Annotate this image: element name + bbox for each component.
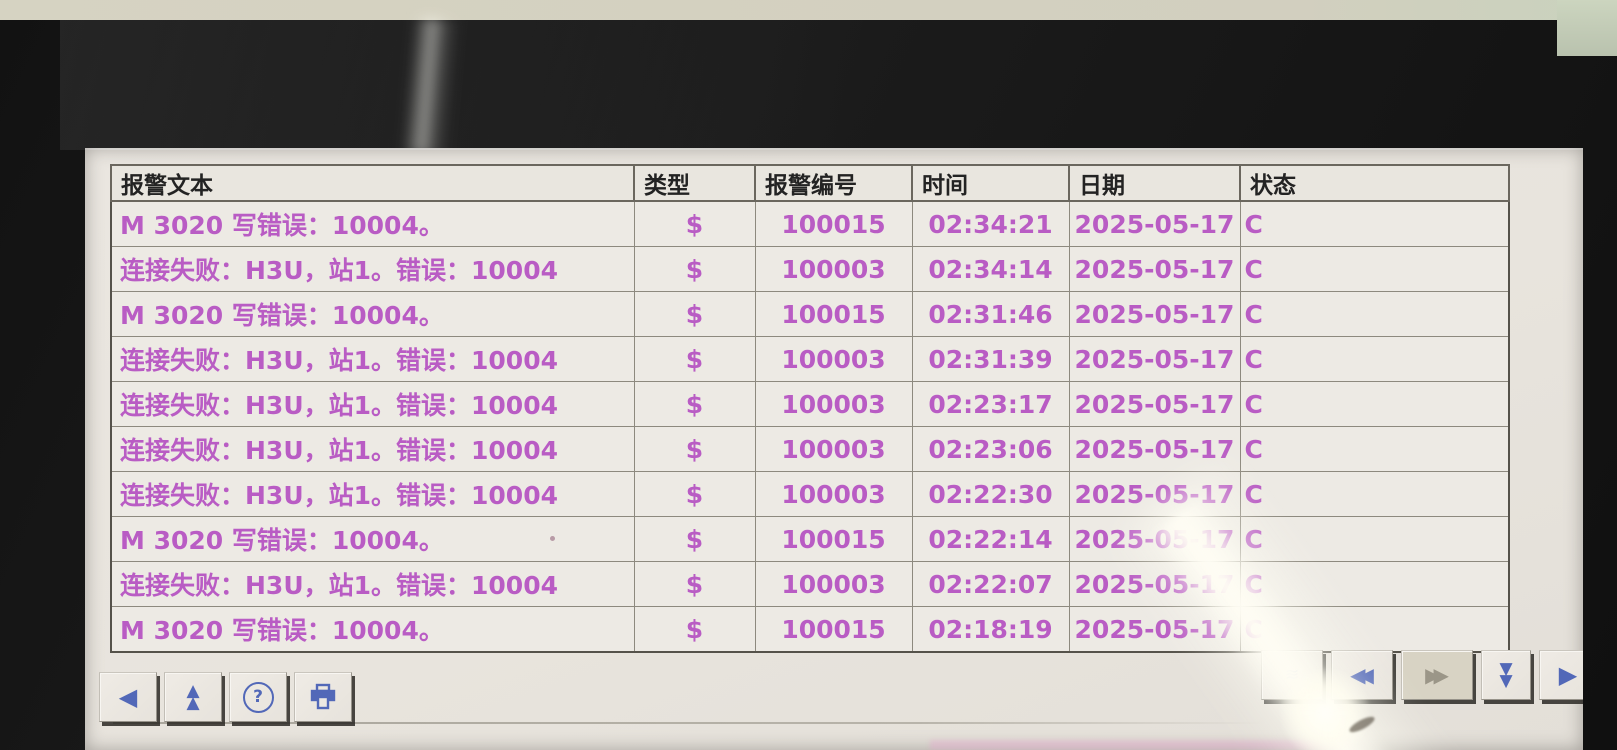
cell-status: C (1239, 471, 1510, 517)
print-button[interactable] (294, 672, 352, 722)
cell-date: 2025-05-17 (1068, 291, 1241, 337)
cell-code: 100003 (754, 246, 913, 292)
cell-time: 02:31:46 (911, 291, 1070, 337)
alarm-row-1[interactable]: M 3020 写错误：10004。 $100015 02:34:21 2025-05-… (110, 200, 1510, 247)
cell-time: 02:22:07 (911, 561, 1070, 607)
cell-code: 100003 (754, 381, 913, 427)
cell-text: M 3020 写错误：10004。 (110, 200, 635, 247)
cell-status: C (1239, 381, 1510, 427)
column-header-status: 状态 (1239, 164, 1510, 202)
cell-time: 02:31:39 (911, 336, 1070, 382)
lens-flare-blob (1280, 668, 1370, 750)
cell-time: 02:23:06 (911, 426, 1070, 472)
cell-type: $ (633, 471, 756, 517)
cell-status: C (1239, 246, 1510, 292)
cell-text: 连接失败：H3U，站1。错误：10004 (110, 471, 635, 517)
cell-type: $ (633, 606, 756, 653)
cell-time: 02:22:30 (911, 471, 1070, 517)
photo-background-strip (0, 0, 1617, 20)
cell-type: $ (633, 516, 756, 562)
alarm-history-table: 报警文本 类型 报警编号 时间 日期 状态 M 3020 写错误：10004。 $10001… (110, 164, 1510, 653)
cell-date: 2025-05-17 (1068, 426, 1241, 472)
cell-text: 连接失败：H3U，站1。错误：10004 (110, 426, 635, 472)
cell-status: C (1239, 426, 1510, 472)
page-next-button[interactable]: ▶▶ (1401, 650, 1473, 700)
cell-code: 100003 (754, 561, 913, 607)
cell-code: 100015 (754, 606, 913, 653)
cell-date: 2025-05-17 (1068, 246, 1241, 292)
cell-time: 02:23:17 (911, 381, 1070, 427)
alarm-row-7[interactable]: 连接失败：H3U，站1。错误：10004 $100003 02:22:30 2025-… (110, 471, 1510, 517)
bezel-reflection (60, 20, 1510, 150)
cell-text: 连接失败：H3U，站1。错误：10004 (110, 561, 635, 607)
double-right-arrow-icon: ▶▶ (1425, 663, 1449, 687)
alarm-row-4[interactable]: 连接失败：H3U，站1。错误：10004 $100003 02:31:39 2025-… (110, 336, 1510, 382)
column-header-text: 报警文本 (110, 164, 635, 202)
cell-type: $ (633, 426, 756, 472)
cell-code: 100015 (754, 516, 913, 562)
double-down-arrow-icon: ▼ ▼ (1499, 659, 1513, 691)
toolbar-left: ◀ ▲ ▲ ? (99, 672, 352, 722)
cell-type: $ (633, 561, 756, 607)
cell-type: $ (633, 381, 756, 427)
alarm-table-header: 报警文本 类型 报警编号 时间 日期 状态 (110, 164, 1510, 202)
cell-code: 100003 (754, 426, 913, 472)
toolbar-divider (113, 722, 1263, 724)
cell-text: 连接失败：H3U，站1。错误：10004 (110, 336, 635, 382)
cell-status: C (1239, 336, 1510, 382)
printer-icon (310, 683, 336, 710)
cell-time: 02:34:14 (911, 246, 1070, 292)
cell-type: $ (633, 291, 756, 337)
photo-speck (550, 536, 555, 541)
alarm-row-10[interactable]: M 3020 写错误：10004。 $100015 02:18:19 2025-05-… (110, 606, 1510, 653)
cell-type: $ (633, 200, 756, 247)
cell-text: M 3020 写错误：10004。 (110, 291, 635, 337)
cell-code: 100015 (754, 200, 913, 247)
cell-status: C (1239, 200, 1510, 247)
cell-status: C (1239, 291, 1510, 337)
header-row: 报警文本 类型 报警编号 时间 日期 状态 (110, 164, 1510, 202)
back-arrow-icon: ◀ (118, 683, 138, 711)
cell-code: 100003 (754, 336, 913, 382)
alarm-table-body: M 3020 写错误：10004。 $100015 02:34:21 2025-05-… (110, 200, 1510, 653)
double-up-arrow-icon: ▲ ▲ (186, 681, 200, 713)
cell-code: 100003 (754, 471, 913, 517)
alarm-row-5[interactable]: 连接失败：H3U，站1。错误：10004 $100003 02:23:17 2025-… (110, 381, 1510, 427)
scroll-to-top-button[interactable]: ▲ ▲ (164, 672, 222, 722)
cell-type: $ (633, 336, 756, 382)
hmi-screen: 报警文本 类型 报警编号 时间 日期 状态 M 3020 写错误：10004。 $10001… (85, 148, 1583, 750)
column-header-date: 日期 (1068, 164, 1241, 202)
right-arrow-icon: ▶ (1558, 661, 1578, 689)
cell-date: 2025-05-17 (1068, 381, 1241, 427)
cell-text: 连接失败：H3U，站1。错误：10004 (110, 381, 635, 427)
photo-artifact-pink (930, 740, 1350, 750)
scroll-to-bottom-button[interactable]: ▼ ▼ (1481, 650, 1531, 700)
back-button[interactable]: ◀ (99, 672, 157, 722)
cell-text: 连接失败：H3U，站1。错误：10004 (110, 246, 635, 292)
cell-time: 02:18:19 (911, 606, 1070, 653)
cell-code: 100015 (754, 291, 913, 337)
cell-date: 2025-05-17 (1068, 200, 1241, 247)
cell-text: M 3020 写错误：10004。 (110, 606, 635, 653)
photo-background-corner (1557, 0, 1617, 56)
help-button[interactable]: ? (229, 672, 287, 722)
cell-time: 02:22:14 (911, 516, 1070, 562)
column-header-code: 报警编号 (754, 164, 913, 202)
help-icon: ? (242, 681, 274, 713)
cell-time: 02:34:21 (911, 200, 1070, 247)
column-header-type: 类型 (633, 164, 756, 202)
alarm-row-3[interactable]: M 3020 写错误：10004。 $100015 02:31:46 2025-05-… (110, 291, 1510, 337)
forward-button[interactable]: ▶ (1539, 650, 1583, 700)
cell-date: 2025-05-17 (1068, 336, 1241, 382)
cell-text: M 3020 写错误：10004。 (110, 516, 635, 562)
alarm-row-6[interactable]: 连接失败：H3U，站1。错误：10004 $100003 02:23:06 2025-… (110, 426, 1510, 472)
cell-type: $ (633, 246, 756, 292)
alarm-row-2[interactable]: 连接失败：H3U，站1。错误：10004 $100003 02:34:14 2025-… (110, 246, 1510, 292)
column-header-time: 时间 (911, 164, 1070, 202)
